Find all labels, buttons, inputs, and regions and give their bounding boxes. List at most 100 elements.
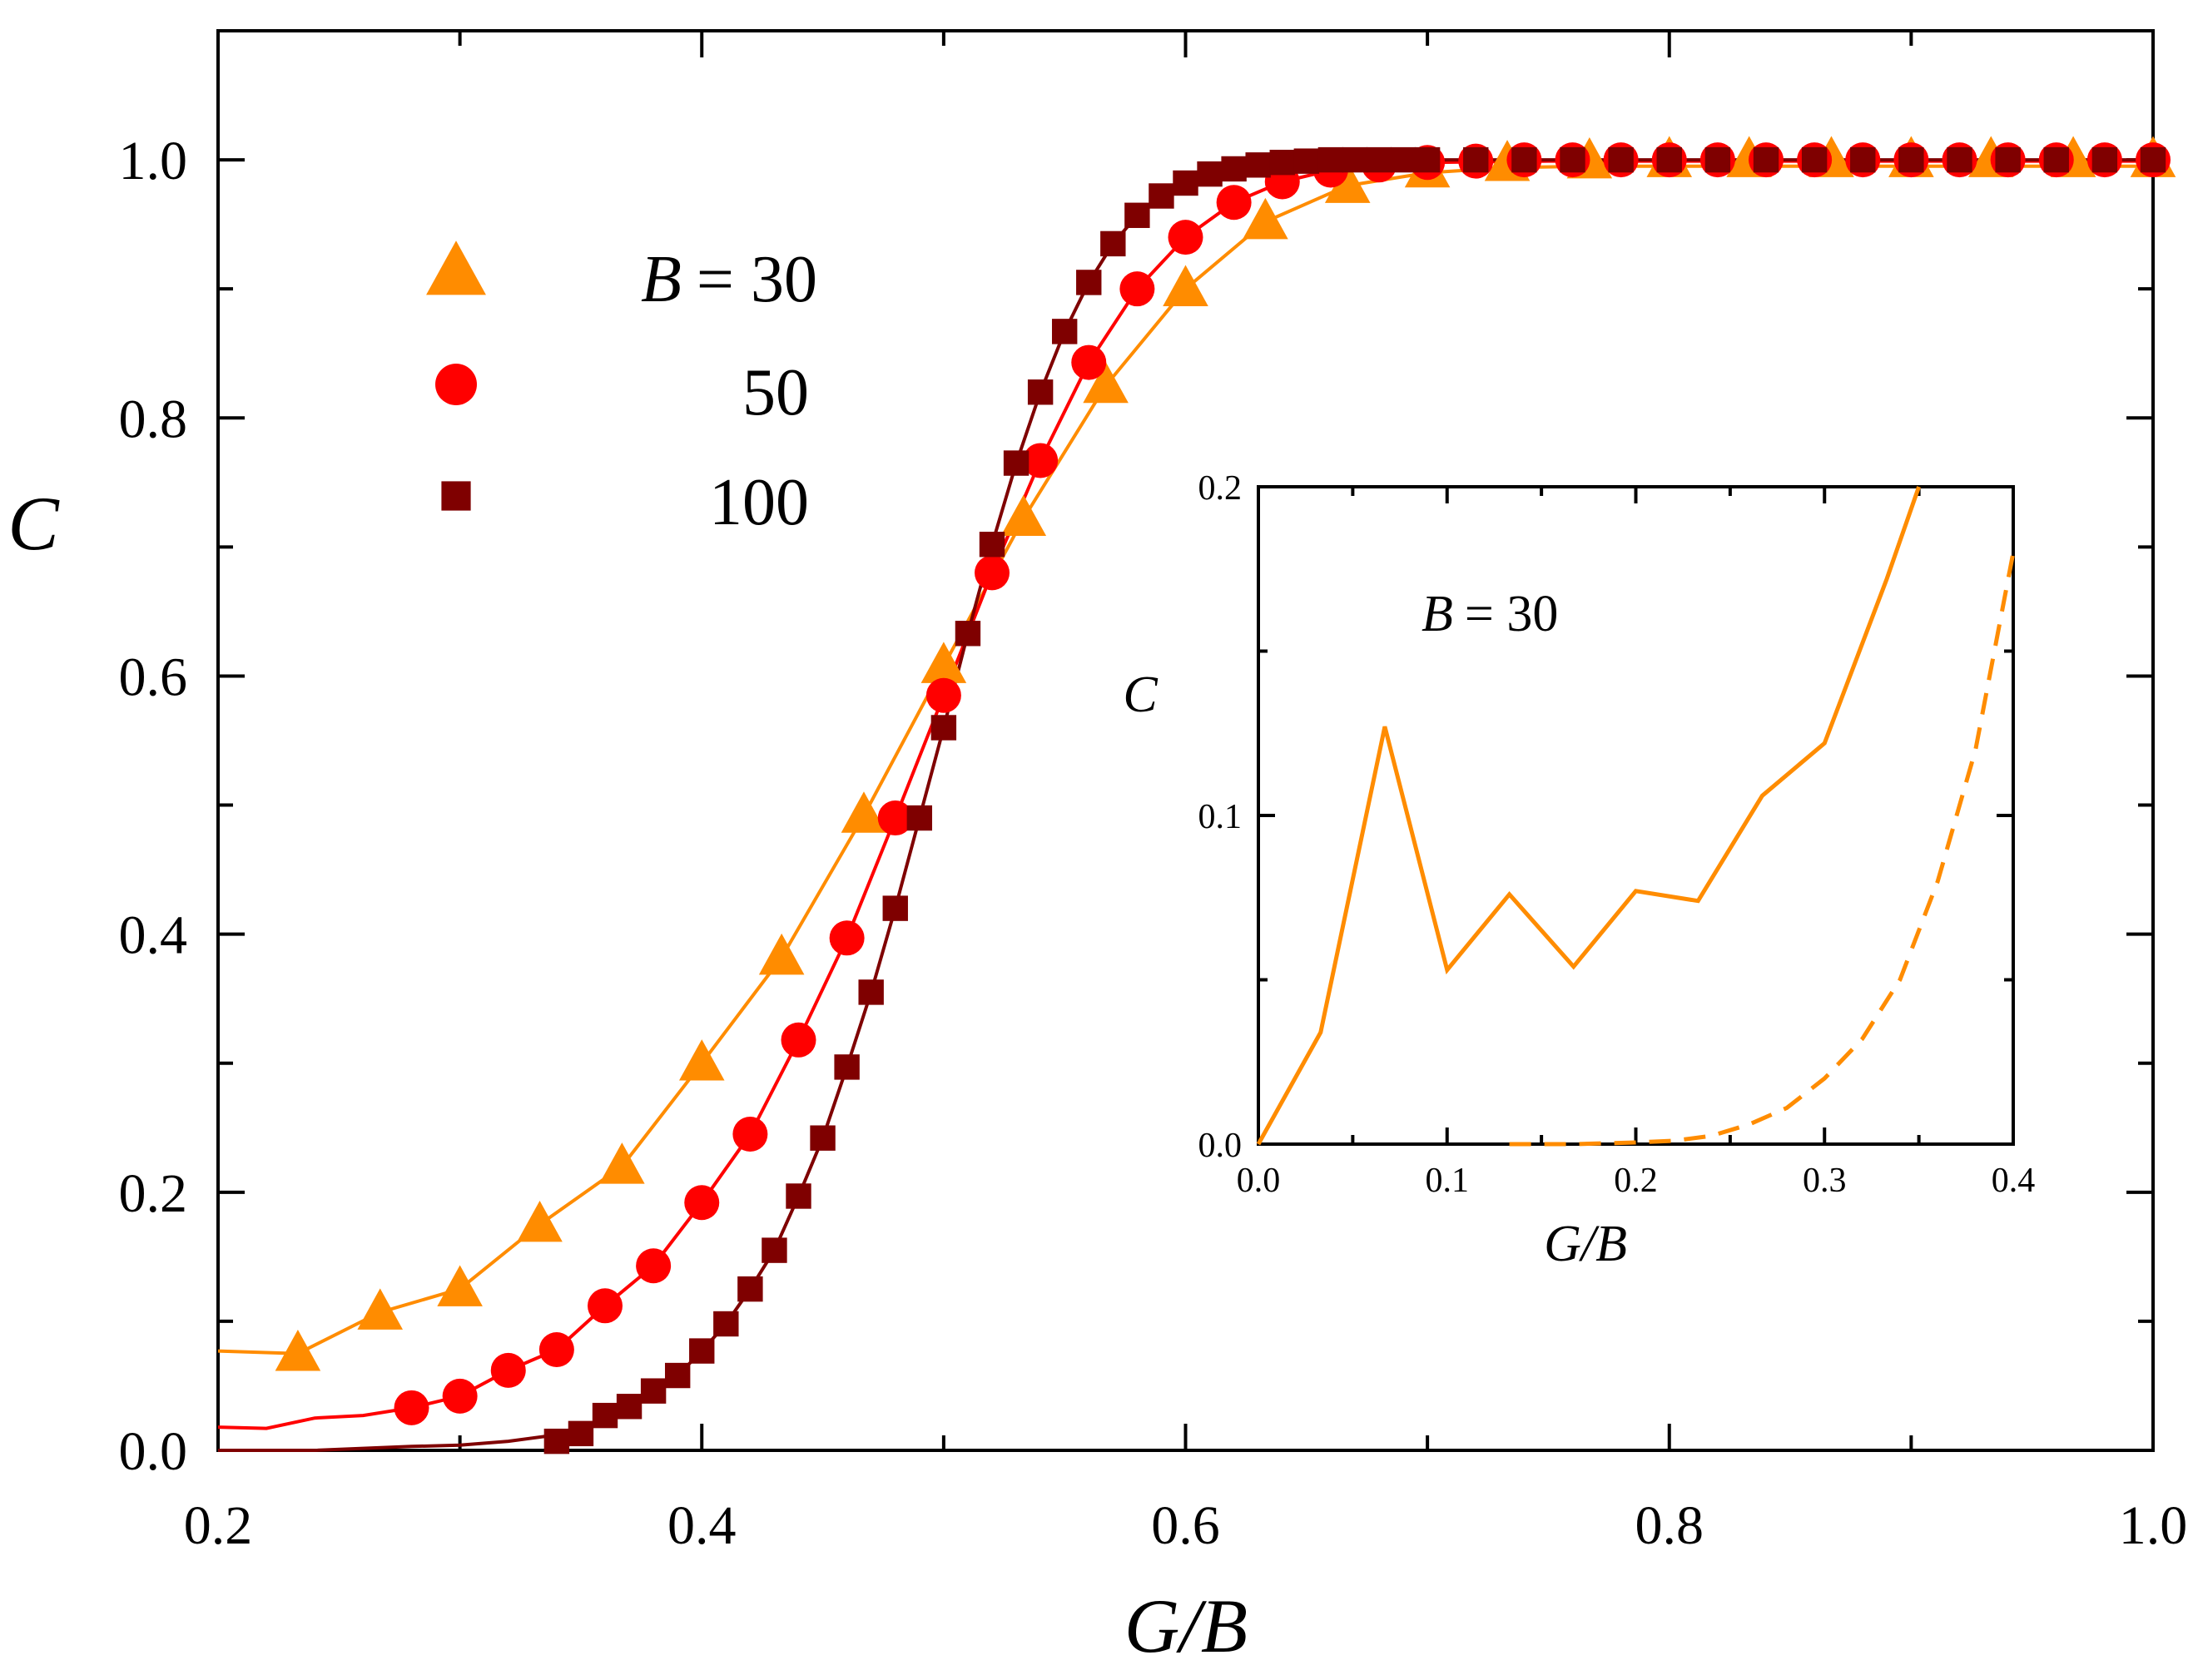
inset-y-tick-label: 0.1 xyxy=(1198,798,1243,836)
series-b30-point xyxy=(1083,361,1129,404)
series-b100-point xyxy=(906,805,933,831)
legend-marker-b100 xyxy=(441,481,471,511)
series-b50-point xyxy=(781,1022,816,1058)
series-b50-point xyxy=(684,1185,720,1221)
inset-series-group xyxy=(1256,486,2016,1147)
main-x-tick-label: 1.0 xyxy=(2119,1495,2188,1556)
series-b100-point xyxy=(1003,450,1030,476)
series-b100-point xyxy=(1801,146,1828,173)
series-b30-point xyxy=(1163,265,1208,306)
series-b30-point xyxy=(841,791,887,833)
series-b100-point xyxy=(1027,379,1054,405)
main-y-tick-label: 0.0 xyxy=(119,1421,188,1482)
main-y-tick-label: 0.6 xyxy=(119,647,188,707)
main-y-tick-label: 0.8 xyxy=(119,389,188,449)
main-series-group xyxy=(217,136,2176,1455)
series-b30-line xyxy=(217,164,2153,1355)
series-b50-point xyxy=(538,1332,574,1368)
inset-series-dashed-line xyxy=(1509,552,2016,1147)
series-b50-point xyxy=(975,555,1010,591)
inset-annotation-value: = 30 xyxy=(1465,586,1558,642)
series-b100-point xyxy=(1317,146,1344,173)
series-b100-point xyxy=(1197,161,1223,187)
main-axis-ticks xyxy=(216,29,2155,1452)
main-tick-labels: 0.2 0.4 0.6 0.8 1.0 0.0 0.2 0.4 0.6 0.8 1.0 xyxy=(119,131,2188,1556)
series-b100-point xyxy=(762,1237,787,1263)
series-b100-point xyxy=(713,1311,739,1337)
series-b100-point xyxy=(1898,146,1924,173)
inset-x-tick-label: 0.3 xyxy=(1803,1162,1847,1200)
main-y-axis-label: C xyxy=(7,481,60,566)
series-b100-point xyxy=(1995,146,2021,173)
legend-label-b30-var: B xyxy=(641,243,682,316)
series-b100-line xyxy=(218,158,2153,1452)
series-b100-point xyxy=(1173,170,1198,196)
legend-label-b50: 50 xyxy=(742,356,809,429)
inset-annotation-var: B xyxy=(1422,586,1453,642)
inset-series-solid-line xyxy=(1256,486,1921,1146)
series-b50-point xyxy=(1216,185,1252,221)
series-b100-point xyxy=(1342,146,1368,173)
series-b100-point xyxy=(1390,146,1417,173)
series-b50-point xyxy=(925,677,961,713)
series-b100-point xyxy=(2140,146,2166,173)
inset-x-tick-label: 0.0 xyxy=(1237,1162,1281,1200)
series-b100-point xyxy=(955,621,981,647)
series-b100-point xyxy=(2043,146,2069,173)
series-b100-point xyxy=(1850,146,1876,173)
series-b50-point xyxy=(1168,220,1203,255)
series-b100-point xyxy=(1414,146,1441,173)
series-b50-point xyxy=(1023,443,1059,478)
series-b100-point xyxy=(1124,202,1150,228)
series-b100-point xyxy=(1947,146,1972,173)
series-b100-point xyxy=(568,1420,594,1447)
legend-label-b30-value: = 30 xyxy=(697,243,817,316)
series-b100-point xyxy=(1560,146,1585,173)
series-b100-point xyxy=(737,1276,763,1302)
series-b30-markers xyxy=(275,136,2176,1371)
series-b100-point xyxy=(1076,270,1102,295)
series-b30-point xyxy=(758,933,805,975)
series-b50-point xyxy=(1071,344,1107,380)
series-b30-point xyxy=(437,1265,483,1306)
inset-y-axis-label: C xyxy=(1123,667,1158,723)
series-b30-point xyxy=(357,1288,403,1330)
series-b100-point xyxy=(834,1054,860,1080)
main-x-tick-label: 0.4 xyxy=(667,1495,737,1556)
series-b50-markers xyxy=(394,142,2171,1425)
series-b30-point xyxy=(275,1330,321,1371)
series-b30-point xyxy=(599,1142,645,1184)
series-b30-point xyxy=(1324,161,1371,203)
series-b100-point xyxy=(1245,152,1271,178)
main-y-tick-label: 0.4 xyxy=(119,905,188,966)
series-b30-point xyxy=(678,1039,725,1081)
series-b100-point xyxy=(1269,149,1295,176)
series-b100-point xyxy=(930,715,957,741)
series-b100-point xyxy=(1051,319,1078,344)
series-b100-point xyxy=(640,1378,667,1404)
series-b100-point xyxy=(616,1394,643,1420)
series-b100-point xyxy=(1608,146,1634,173)
inset-y-tick-label: 0.2 xyxy=(1198,469,1243,508)
series-b100-point xyxy=(592,1402,618,1429)
series-b50-point xyxy=(829,920,865,956)
series-b100-point xyxy=(1463,146,1489,173)
series-b30-point xyxy=(517,1200,563,1242)
series-b50-point xyxy=(877,800,913,836)
inset-x-tick-label: 0.2 xyxy=(1614,1162,1658,1200)
series-b50-point xyxy=(442,1378,478,1414)
series-b100-point xyxy=(689,1338,715,1364)
legend-label-b30: B = 30 xyxy=(641,243,817,316)
main-x-tick-label: 0.2 xyxy=(184,1495,253,1556)
series-b50-point xyxy=(732,1117,768,1152)
series-b50-line xyxy=(217,159,2153,1430)
inset-x-tick-label: 0.4 xyxy=(1992,1162,2036,1200)
series-b50-point xyxy=(588,1288,623,1324)
series-b100-point xyxy=(810,1125,836,1151)
inset-annotation: B = 30 xyxy=(1422,586,1558,642)
series-b50-point xyxy=(490,1352,526,1388)
series-b100-point xyxy=(1366,146,1392,173)
series-b100-point xyxy=(1511,146,1537,173)
main-x-tick-label: 0.6 xyxy=(1151,1495,1220,1556)
